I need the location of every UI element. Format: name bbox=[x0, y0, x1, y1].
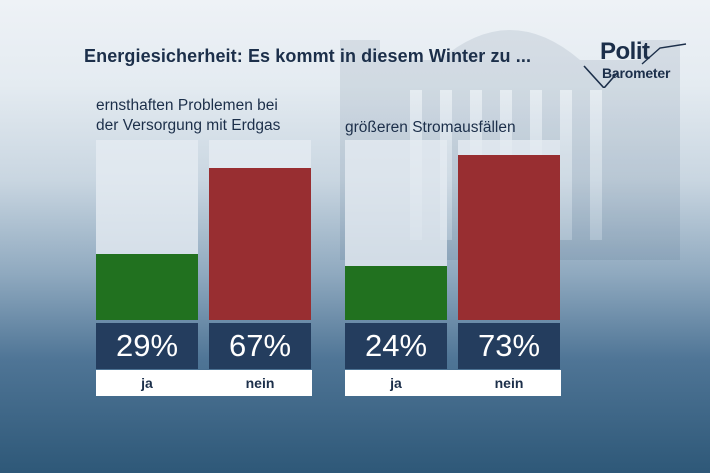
value-label-nein: 67% bbox=[209, 323, 311, 369]
bar-ja bbox=[345, 266, 447, 320]
bar-track bbox=[209, 140, 311, 320]
panel-title-line: der Versorgung mit Erdgas bbox=[96, 117, 281, 134]
bar-nein bbox=[458, 155, 560, 320]
bar-track bbox=[96, 140, 198, 320]
bar-nein bbox=[209, 168, 311, 320]
bar-track bbox=[345, 140, 447, 320]
category-labels: ja nein bbox=[345, 370, 561, 396]
panel-title-line: größeren Stromausfällen bbox=[345, 119, 516, 136]
panel-title-gas: ernsthaften Problemen bei der Versorgung… bbox=[96, 96, 280, 136]
panel-title-power: größeren Stromausfällen bbox=[345, 118, 516, 138]
logo-text-barometer: Barometer bbox=[602, 65, 671, 81]
value-label-ja: 24% bbox=[345, 323, 447, 369]
value-label-ja: 29% bbox=[96, 323, 198, 369]
category-labels: ja nein bbox=[96, 370, 312, 396]
category-label-nein: nein bbox=[494, 375, 524, 391]
bar-ja bbox=[96, 254, 198, 320]
panel-title-line: ernsthaften Problemen bei bbox=[96, 97, 278, 114]
chart-title: Energiesicherheit: Es kommt in diesem Wi… bbox=[84, 46, 532, 66]
bar-track bbox=[458, 140, 560, 320]
logo-check-icon bbox=[583, 43, 687, 88]
politbarometer-logo: Polit Barometer bbox=[582, 38, 692, 88]
chart-panel-gas: ernsthaften Problemen bei der Versorgung… bbox=[96, 92, 316, 402]
value-label-nein: 73% bbox=[458, 323, 560, 369]
category-label-ja: ja bbox=[141, 375, 153, 391]
category-label-ja: ja bbox=[390, 375, 402, 391]
chart-panel-power: größeren Stromausfällen 24% 73% ja nein bbox=[345, 92, 565, 402]
category-label-nein: nein bbox=[245, 375, 275, 391]
logo-text-polit: Polit bbox=[600, 38, 650, 65]
